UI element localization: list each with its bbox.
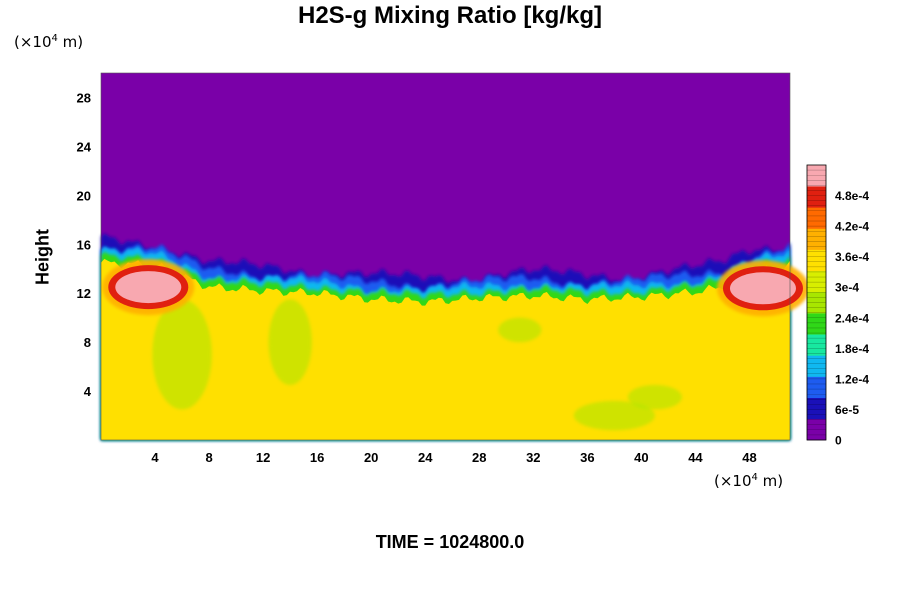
lower-layer-streak	[498, 317, 542, 343]
y-tick-label: 16	[77, 237, 91, 252]
lower-layer	[101, 258, 790, 440]
colorbar-ticks: 0 6e-5 1.2e-4 1.8e-4 2.4e-4 3e-4 3.6e-4 4.2e-4 4…	[835, 189, 869, 447]
colorbar-segment	[807, 207, 826, 229]
colorbar-tick-label: 0	[835, 434, 842, 448]
colorbar-tick-label: 2.4e-4	[835, 311, 869, 325]
colorbar-segment	[807, 165, 826, 187]
colorbar-tick-label: 3e-4	[835, 281, 859, 295]
colorbar-segment	[807, 228, 826, 250]
x-axis-ticks: 4 8 12 16 20 24 28 32 36 40 44 48	[151, 450, 756, 465]
y-tick-label: 20	[77, 188, 91, 203]
colorbar-tick-label: 1.2e-4	[835, 372, 869, 386]
colorbar-tick-label: 4.2e-4	[835, 220, 869, 234]
x-tick-label: 32	[526, 450, 540, 465]
x-tick-label: 8	[205, 450, 212, 465]
lower-layer-streak	[152, 299, 212, 410]
colorbar-segment	[807, 186, 826, 208]
colorbar-segment	[807, 355, 826, 377]
lower-layer-streak	[627, 384, 682, 410]
x-tick-label: 44	[688, 450, 703, 465]
colorbar-segment	[807, 418, 826, 441]
y-tick-label: 28	[77, 90, 91, 105]
x-tick-label: 28	[472, 450, 486, 465]
lower-layer-streak	[573, 400, 655, 431]
x-tick-label: 40	[634, 450, 648, 465]
y-tick-label: 8	[84, 335, 91, 350]
patch-core	[115, 271, 182, 304]
colorbar	[806, 164, 827, 441]
y-tick-label: 4	[84, 384, 92, 399]
colorbar-tick-label: 3.6e-4	[835, 250, 869, 264]
colorbar-segment	[807, 270, 826, 293]
colorbar-tick-label: 4.8e-4	[835, 189, 869, 203]
colorbar-segment	[807, 249, 826, 272]
colorbar-segment	[807, 376, 826, 398]
y-tick-label: 24	[77, 139, 92, 154]
x-tick-label: 24	[418, 450, 433, 465]
patch-core	[729, 272, 796, 305]
x-tick-label: 12	[256, 450, 270, 465]
colorbar-tick-label: 1.8e-4	[835, 342, 869, 356]
heatmap-field	[100, 72, 809, 441]
colorbar-segment	[807, 313, 826, 335]
y-axis-ticks: 4 8 12 16 20 24 28	[77, 90, 92, 399]
lower-layer-streak	[268, 299, 312, 385]
x-axis-unit: (×104 m)	[714, 472, 784, 490]
chart-title: H2S-g Mixing Ratio [kg/kg]	[297, 2, 602, 29]
colorbar-tick-label: 6e-5	[835, 403, 859, 417]
y-axis-unit: (×104 m)	[14, 33, 84, 51]
x-tick-label: 36	[580, 450, 594, 465]
y-tick-label: 12	[77, 286, 91, 301]
x-tick-label: 16	[310, 450, 324, 465]
plot-frame	[100, 72, 791, 441]
x-tick-label: 20	[364, 450, 378, 465]
x-tick-label: 4	[151, 450, 159, 465]
x-tick-label: 48	[742, 450, 756, 465]
colorbar-segment	[807, 397, 826, 420]
colorbar-segment	[807, 334, 826, 356]
time-label: TIME = 1024800.0	[375, 532, 525, 552]
colorbar-frame	[806, 164, 827, 441]
